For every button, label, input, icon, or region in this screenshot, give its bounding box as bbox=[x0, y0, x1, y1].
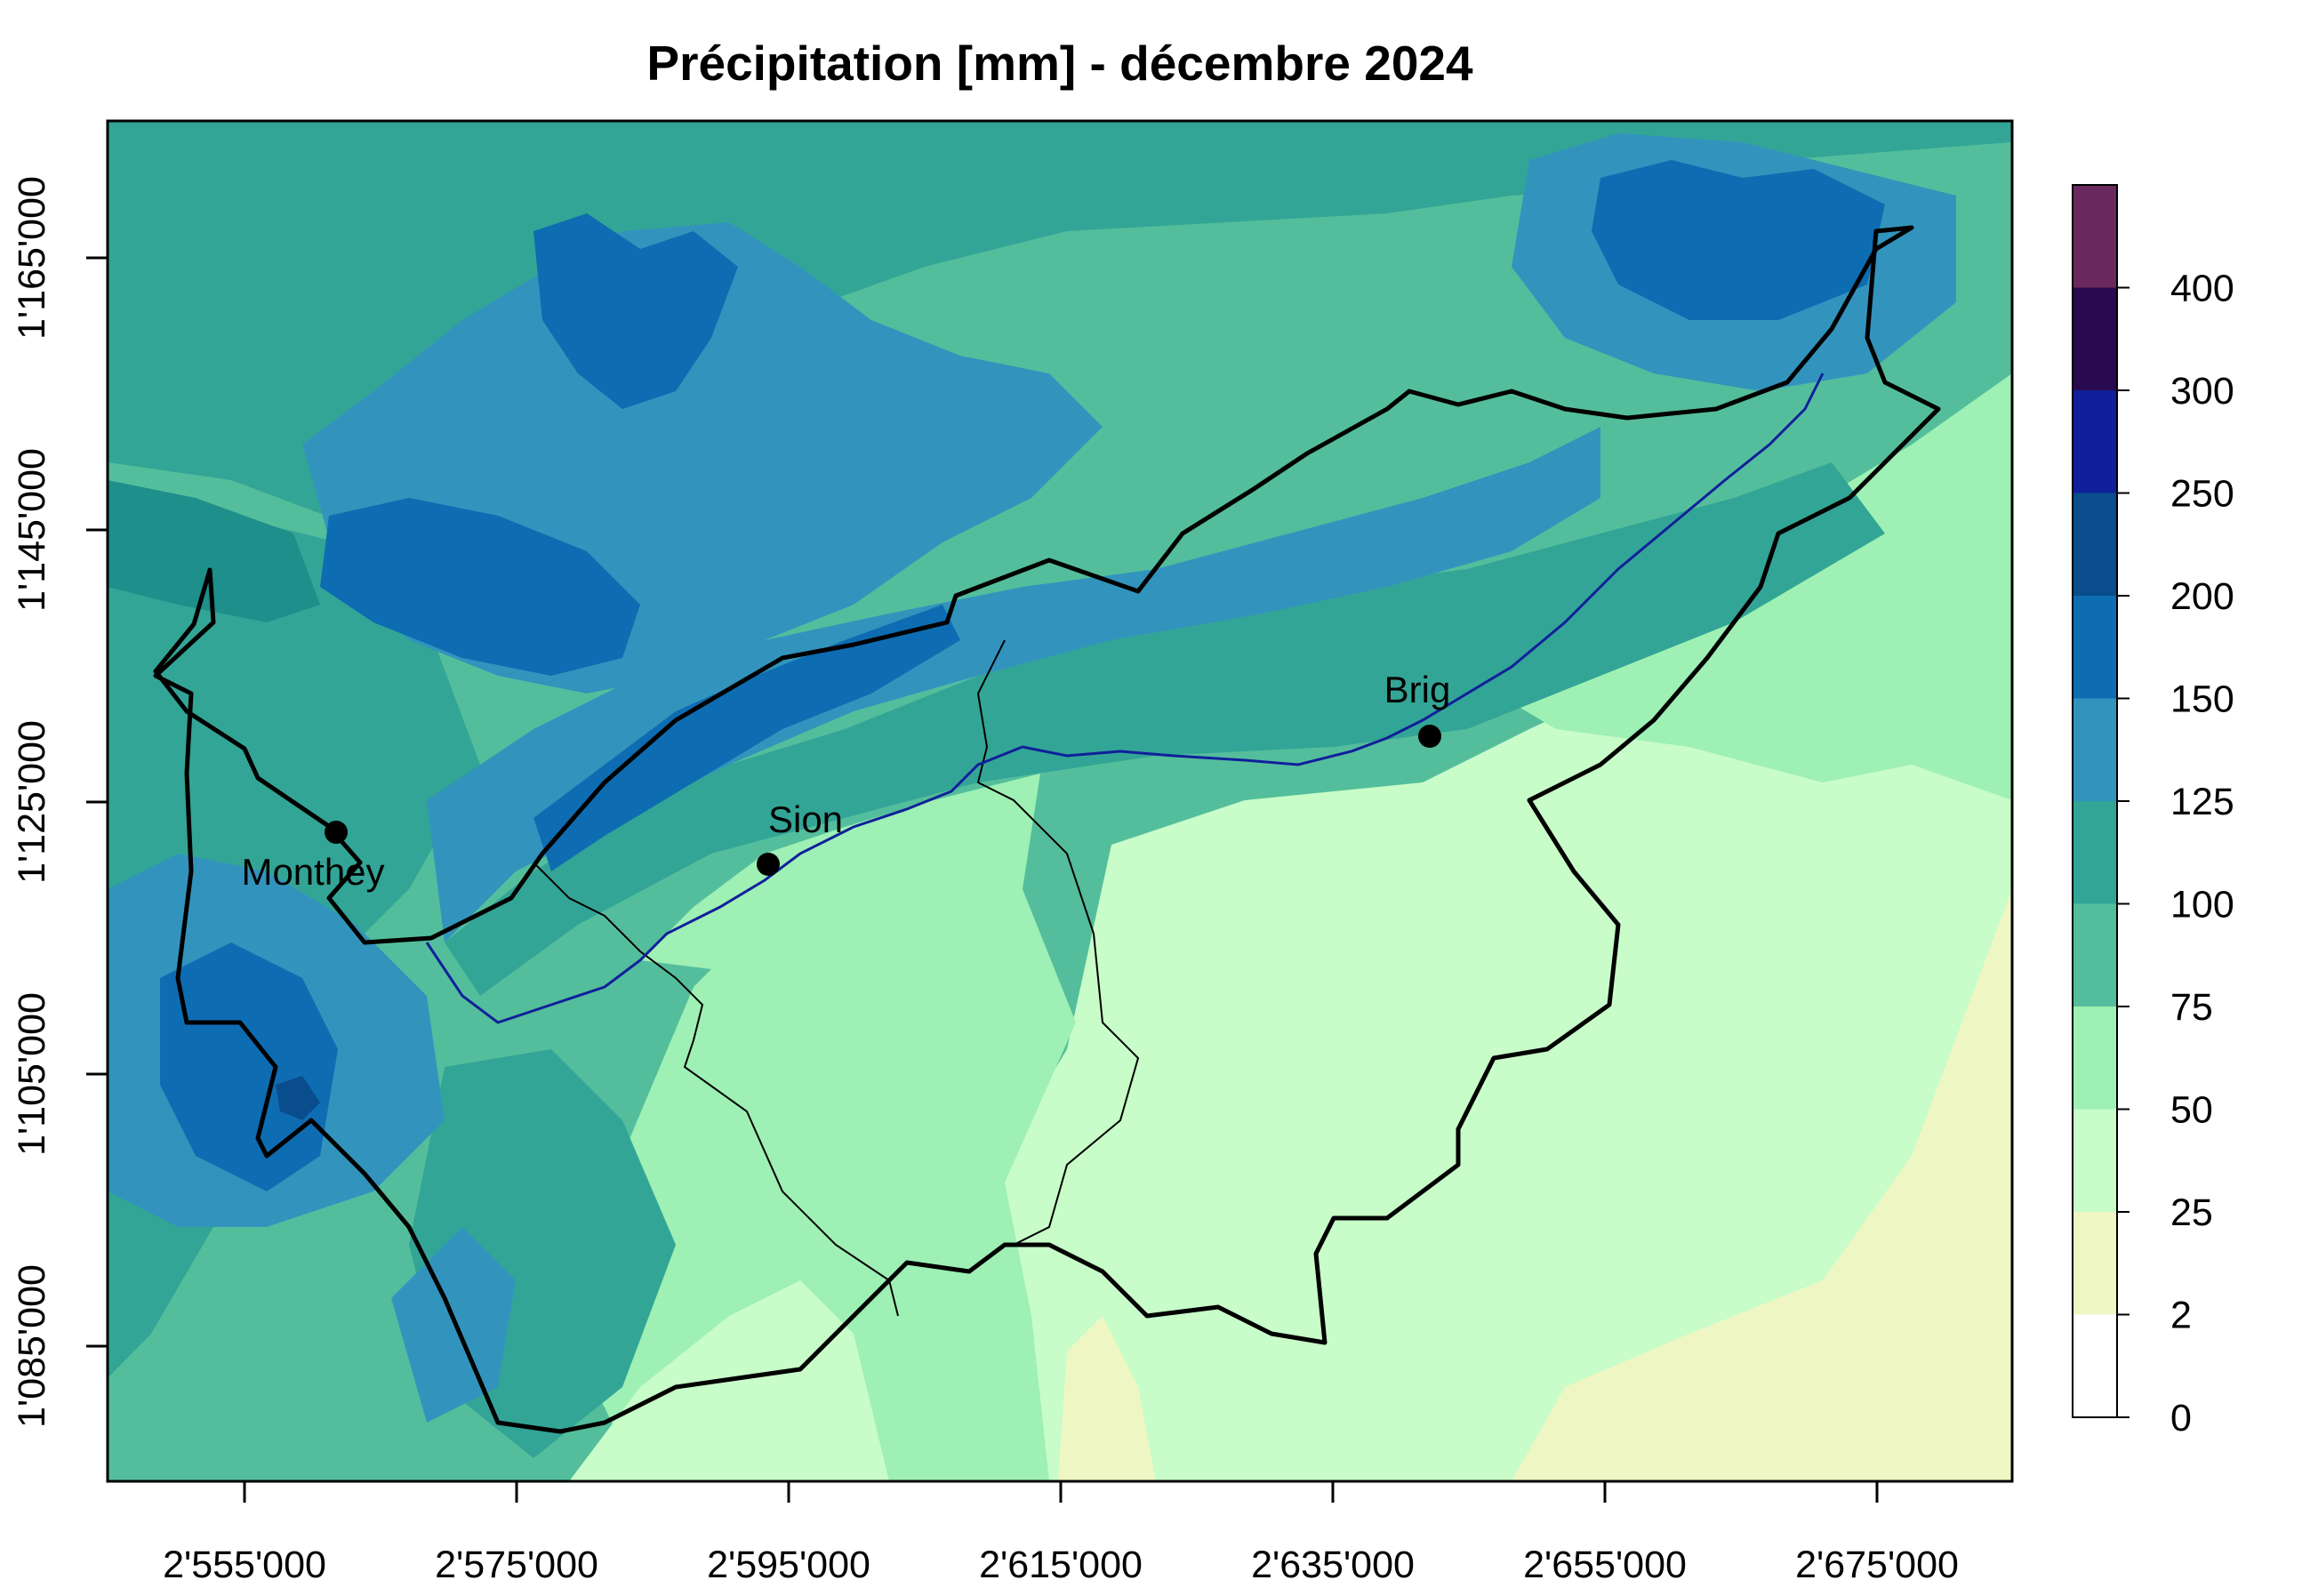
field-100-125-valley bbox=[445, 462, 1885, 996]
precipitation-field bbox=[108, 121, 2012, 1481]
legend-label: 75 bbox=[2170, 986, 2213, 1029]
legend-label: 100 bbox=[2170, 884, 2234, 926]
x-tick-label: 2'615'000 bbox=[979, 1544, 1143, 1586]
city-label-sion: Sion bbox=[768, 798, 843, 840]
rhone-river bbox=[425, 373, 1825, 1024]
city-label-brig: Brig bbox=[1384, 669, 1451, 710]
field-200-250-spot bbox=[276, 1076, 320, 1120]
y-tick-label: 1'145'000 bbox=[11, 448, 53, 612]
legend-swatch-0-2 bbox=[2073, 1314, 2117, 1417]
city-marker-brig bbox=[1418, 725, 1441, 748]
legend-color-bar bbox=[2072, 184, 2118, 1418]
field-2-25-south bbox=[1058, 1316, 1156, 1481]
legend-label: 250 bbox=[2170, 473, 2234, 516]
field-125-150-south bbox=[391, 1227, 516, 1423]
field-150-200-northeast bbox=[1592, 160, 1885, 320]
y-tick-label: 1'165'000 bbox=[11, 176, 53, 340]
field-50-75-rhone bbox=[640, 800, 960, 969]
legend-swatch-125-150 bbox=[2073, 698, 2117, 801]
city-monthey: Monthey bbox=[241, 821, 385, 893]
x-tick-label: 2'655'000 bbox=[1523, 1544, 1687, 1586]
field-125-150-corridor bbox=[427, 427, 1600, 942]
legend-label: 50 bbox=[2170, 1089, 2213, 1132]
legend-swatch-25-50 bbox=[2073, 1109, 2117, 1212]
y-axis: 1'085'000 1'105'000 1'125'000 1'145'000 … bbox=[11, 176, 108, 1428]
y-tick-label: 1'105'000 bbox=[11, 992, 53, 1156]
legend-swatch-100-125 bbox=[2073, 801, 2117, 904]
y-tick-label: 1'085'000 bbox=[11, 1264, 53, 1428]
district-boundary-east bbox=[976, 639, 1140, 1246]
x-tick-label: 2'595'000 bbox=[707, 1544, 870, 1586]
field-150-200-north bbox=[533, 213, 738, 409]
legend-swatch-150-200 bbox=[2073, 596, 2117, 699]
field-100-125-west-dark bbox=[108, 480, 320, 622]
x-tick-label: 2'555'000 bbox=[163, 1544, 326, 1586]
field-2-25-southeast bbox=[1512, 889, 2012, 1481]
y-tick-label: 1'125'000 bbox=[11, 720, 53, 884]
legend-label: 0 bbox=[2170, 1397, 2192, 1440]
city-brig: Brig bbox=[1384, 669, 1451, 748]
field-150-200-west-band bbox=[320, 498, 640, 676]
city-label-monthey: Monthey bbox=[241, 851, 384, 893]
map-title: Précipitation [mm] - décembre 2024 bbox=[646, 36, 1473, 91]
city-marker-monthey bbox=[325, 821, 348, 844]
field-25-50-southeast bbox=[987, 533, 2012, 1481]
legend-swatch-50-75 bbox=[2073, 1007, 2117, 1110]
legend-swatch-75-100 bbox=[2073, 903, 2117, 1007]
legend-label: 300 bbox=[2170, 370, 2234, 413]
legend-swatch-400-plus bbox=[2073, 185, 2117, 288]
legend-label: 125 bbox=[2170, 781, 2234, 823]
x-axis: 2'555'000 2'575'000 2'595'000 2'615'000 … bbox=[163, 1481, 1959, 1586]
legend-labels: 0 2 25 50 75 100 125 150 200 250 300 400 bbox=[2117, 268, 2234, 1440]
x-tick-label: 2'575'000 bbox=[435, 1544, 598, 1586]
legend-label: 2 bbox=[2170, 1295, 2192, 1337]
city-sion: Sion bbox=[757, 798, 843, 876]
legend-label: 150 bbox=[2170, 678, 2234, 721]
field-150-200-corridor bbox=[533, 605, 960, 871]
legend-swatch-2-25 bbox=[2073, 1212, 2117, 1315]
legend-label: 400 bbox=[2170, 268, 2234, 310]
legend-label: 200 bbox=[2170, 575, 2234, 618]
legend-swatch-200-250 bbox=[2073, 493, 2117, 596]
district-boundary-west bbox=[533, 862, 899, 1317]
field-50-75-band bbox=[569, 774, 1076, 1481]
x-tick-label: 2'635'000 bbox=[1251, 1544, 1415, 1586]
x-tick-label: 2'675'000 bbox=[1795, 1544, 1959, 1586]
legend-swatch-300-400 bbox=[2073, 287, 2117, 390]
legend-label: 25 bbox=[2170, 1191, 2213, 1234]
legend-swatch-250-300 bbox=[2073, 390, 2117, 493]
city-marker-sion bbox=[757, 853, 780, 876]
field-150-200-southwest bbox=[160, 942, 338, 1191]
canton-boundary bbox=[153, 225, 1941, 1434]
